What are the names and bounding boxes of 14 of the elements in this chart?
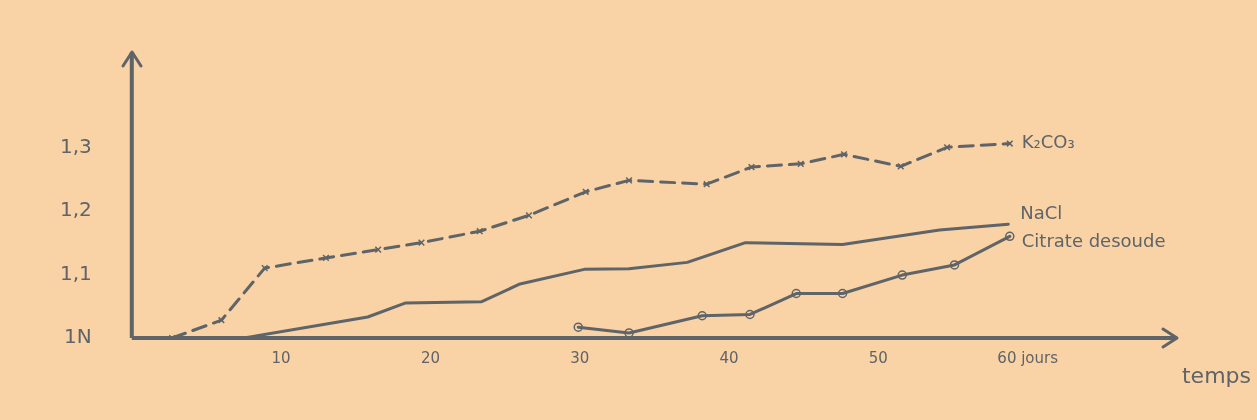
x-tick-label: 40 bbox=[719, 348, 739, 367]
y-tick-label: 1,2 bbox=[59, 197, 92, 222]
x-tick-label: 30 bbox=[570, 348, 590, 367]
series-label: Citrate desoude bbox=[1021, 229, 1166, 251]
y-tick-label: 1,1 bbox=[59, 260, 92, 285]
series-label: K₂CO₃ bbox=[1021, 131, 1075, 153]
x-tick-label: 60 jours bbox=[997, 348, 1059, 367]
x-tick-label: 10 bbox=[271, 348, 291, 367]
series-label: NaCl bbox=[1020, 201, 1063, 223]
x-tick-label: 20 bbox=[420, 348, 440, 367]
y-tick-label: 1N bbox=[64, 324, 92, 349]
x-axis-title: temps bbox=[1181, 362, 1251, 388]
y-tick-label: 1,3 bbox=[59, 133, 92, 158]
x-tick-label: 50 bbox=[868, 348, 888, 367]
